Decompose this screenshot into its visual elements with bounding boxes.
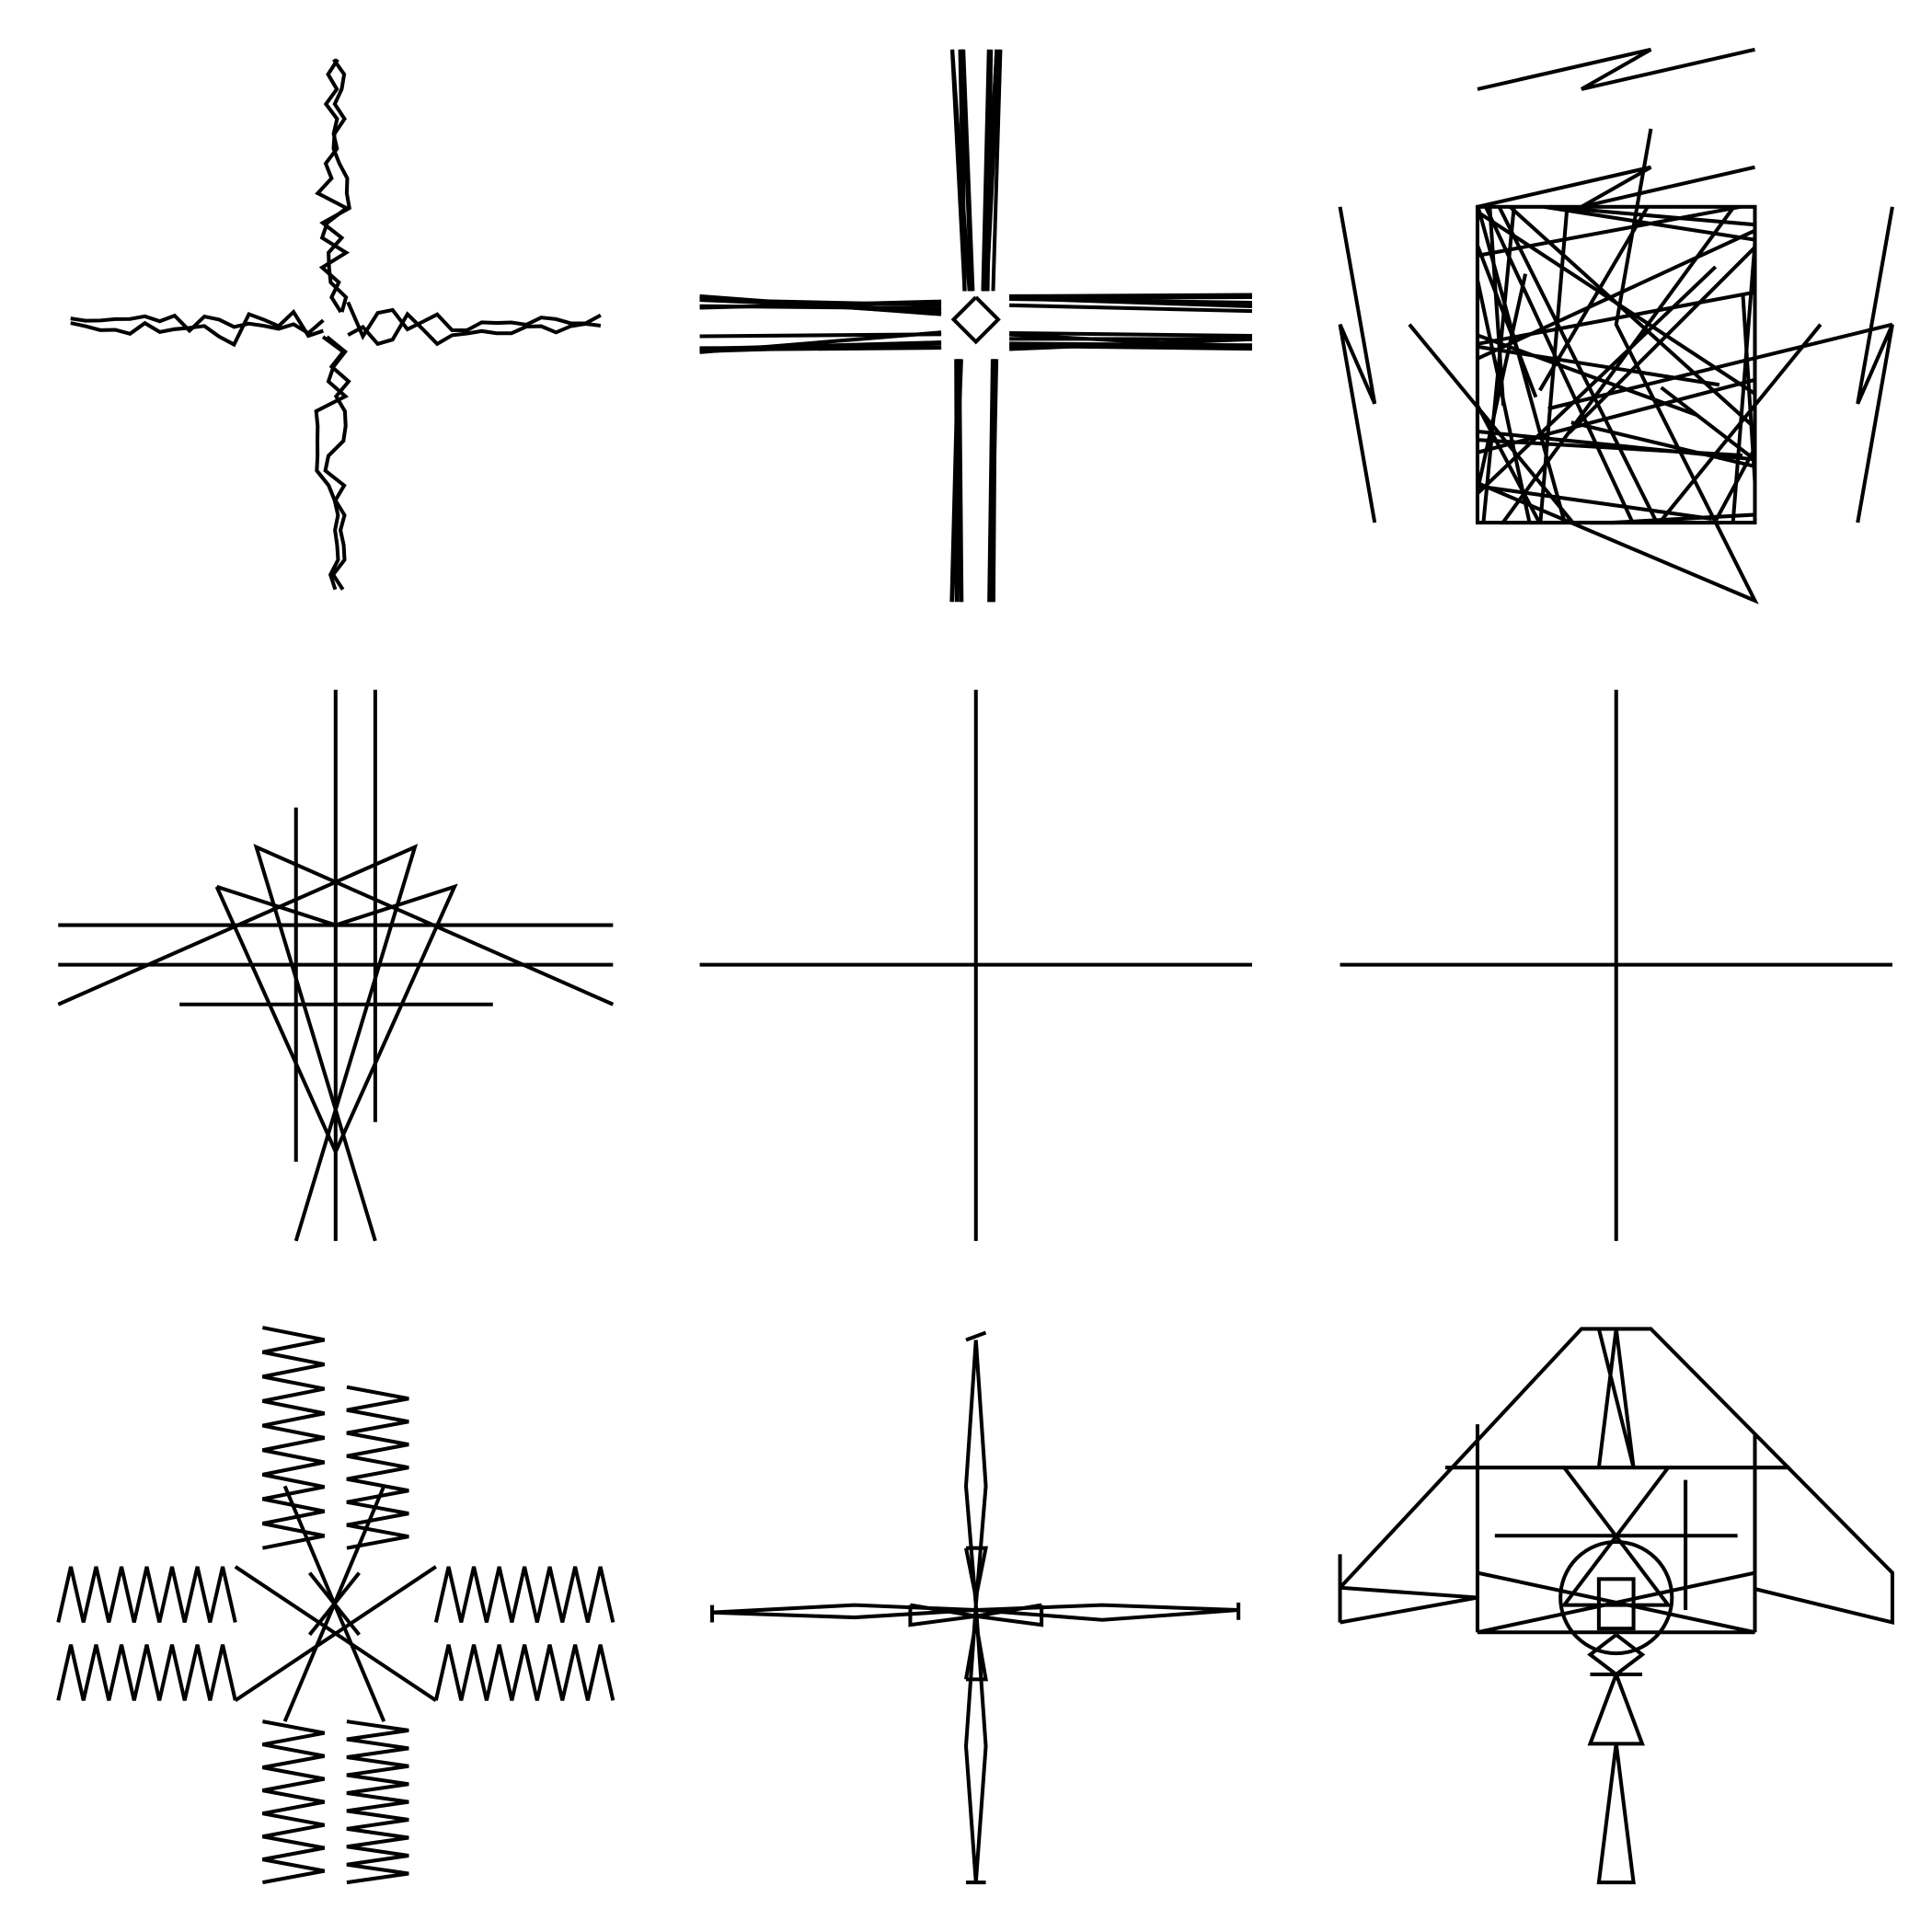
diagonal bbox=[1477, 484, 1713, 522]
bundle-line bbox=[699, 332, 942, 339]
line bbox=[1477, 128, 1759, 604]
zigzag bbox=[1477, 47, 1755, 91]
zigzag bbox=[346, 1719, 409, 1885]
zigzag bbox=[261, 1326, 326, 1550]
diagonal bbox=[1568, 246, 1756, 434]
bundle-line bbox=[1009, 293, 1252, 299]
zigzag bbox=[56, 1566, 237, 1623]
line bbox=[964, 1546, 989, 1598]
diagonal bbox=[1477, 377, 1756, 454]
bundle-line bbox=[699, 345, 942, 351]
diagonal bbox=[1477, 333, 1698, 418]
bundle-line bbox=[961, 49, 975, 292]
diagonal bbox=[1549, 204, 1755, 227]
line bbox=[1596, 1328, 1636, 1468]
zigzag bbox=[1338, 206, 1377, 523]
line bbox=[214, 883, 458, 1156]
wavy-line bbox=[321, 335, 351, 591]
line bbox=[1408, 323, 1575, 524]
line bbox=[965, 1330, 987, 1342]
diagonal bbox=[1497, 205, 1659, 523]
panel-lines bbox=[57, 689, 615, 1242]
line bbox=[1560, 1466, 1673, 1607]
line bbox=[1547, 322, 1893, 411]
bundle-line bbox=[699, 304, 942, 311]
diagonal bbox=[307, 1571, 361, 1637]
bundle-line bbox=[949, 49, 967, 292]
cross bbox=[699, 689, 1892, 1241]
diagonal bbox=[1741, 293, 1757, 482]
diagonal bbox=[1477, 228, 1756, 361]
bundle-line bbox=[1009, 332, 1253, 351]
bundle-line bbox=[1009, 343, 1252, 351]
zigzag bbox=[1856, 206, 1894, 523]
bundle-line bbox=[991, 49, 1003, 292]
line bbox=[964, 1622, 988, 1682]
diagonal bbox=[1570, 420, 1755, 468]
wavy-line bbox=[70, 313, 325, 336]
zigzag bbox=[1477, 165, 1755, 209]
diagonal bbox=[1476, 245, 1538, 398]
wavy-line bbox=[319, 58, 351, 313]
line bbox=[1596, 1743, 1636, 1885]
box bbox=[1596, 1577, 1636, 1631]
diagonal bbox=[1538, 206, 1570, 523]
thin-cross bbox=[710, 1330, 1241, 1885]
wavy-line bbox=[347, 311, 602, 347]
diagonal bbox=[1501, 205, 1736, 524]
line bbox=[1477, 1570, 1755, 1635]
diagonal bbox=[1484, 205, 1635, 523]
bundle-line bbox=[957, 359, 964, 603]
line bbox=[253, 844, 615, 1242]
wavy-line bbox=[346, 301, 602, 340]
wavy-line bbox=[315, 58, 351, 314]
zigzag bbox=[262, 1719, 326, 1885]
diagonal bbox=[1476, 210, 1756, 396]
wavy-line bbox=[314, 335, 350, 591]
zigzag bbox=[433, 1644, 615, 1701]
bundle-line bbox=[1009, 296, 1252, 305]
line bbox=[908, 1603, 977, 1627]
line bbox=[1658, 323, 1823, 524]
ring bbox=[1558, 1539, 1674, 1656]
bundle-line bbox=[989, 359, 999, 603]
diagonal bbox=[1477, 204, 1742, 258]
ring bbox=[950, 295, 1001, 345]
bundle-line bbox=[699, 293, 942, 316]
line bbox=[975, 1603, 1044, 1627]
bundle-line bbox=[954, 359, 960, 603]
bundle-line bbox=[981, 49, 991, 292]
bundle-line bbox=[983, 49, 999, 292]
zigzag bbox=[56, 1644, 237, 1701]
structure bbox=[1338, 1327, 1894, 1885]
zigzag bbox=[433, 1566, 615, 1623]
diagonal bbox=[1488, 206, 1506, 407]
diagonal bbox=[234, 1565, 437, 1702]
bundle-line bbox=[1009, 330, 1252, 339]
wavy-line bbox=[70, 308, 324, 348]
bundle-line bbox=[1009, 303, 1253, 314]
